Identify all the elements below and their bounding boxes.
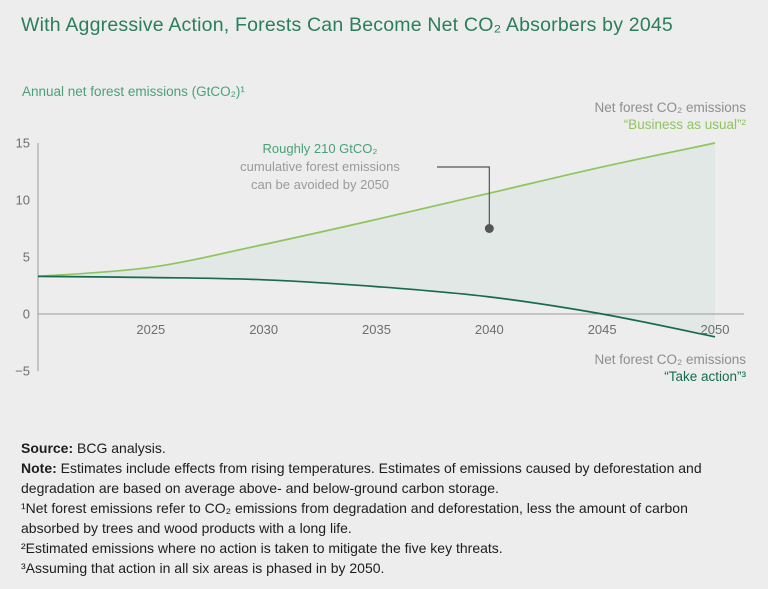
y-tick-label: 0: [23, 307, 30, 322]
y-tick-label: 10: [16, 193, 30, 208]
x-tick-label: 2035: [362, 322, 391, 337]
take-action-label-line1: Net forest CO₂ emissions: [594, 352, 746, 367]
y-tick-label: 15: [16, 136, 30, 151]
business-as-usual-label-line1: Net forest CO₂ emissions: [594, 100, 746, 115]
note-text: Estimates include effects from rising te…: [21, 460, 702, 496]
footnotes: Source: BCG analysis. Note: Estimates in…: [21, 438, 733, 578]
annotation-text-line3: can be avoided by 2050: [250, 177, 390, 192]
take-action-label-line2: “Take action”³: [664, 369, 746, 384]
x-tick-label: 2040: [475, 322, 504, 337]
avoided-emissions-annotation: Roughly 210 GtCO₂ cumulative forest emis…: [203, 140, 437, 194]
area-between-curves: [38, 143, 715, 337]
footnote-2: ²Estimated emissions where no action is …: [21, 540, 503, 556]
x-tick-label: 2045: [588, 322, 617, 337]
note-line: Note: Estimates include effects from ris…: [21, 458, 733, 498]
source-line: Source: BCG analysis.: [21, 438, 733, 458]
y-tick-label: 5: [23, 250, 30, 265]
footnote-3: ³Assuming that action in all six areas i…: [21, 560, 385, 576]
note-label: Note:: [21, 460, 57, 476]
emissions-line-chart: 15 10 5 0 −5 2025 2030 2035 2040 2045 2050: [15, 136, 744, 379]
x-tick-label: 2050: [701, 322, 730, 337]
y-axis-title: Annual net forest emissions (GtCO₂)¹: [22, 84, 245, 99]
business-as-usual-line: [37, 142, 716, 278]
annotation-dot: [484, 224, 494, 233]
annotation-connector: [437, 166, 490, 225]
take-action-line: [37, 275, 716, 338]
x-tick-label: 2025: [136, 322, 165, 337]
take-action-series-label: Net forest CO₂ emissions “Take action”³: [594, 351, 746, 385]
chart-title: With Aggressive Action, Forests Can Beco…: [21, 14, 673, 36]
footnote-1: ¹Net forest emissions refer to CO₂ emiss…: [21, 500, 688, 536]
annotation-headline: Roughly 210 GtCO₂: [262, 141, 378, 156]
business-as-usual-series-label: Net forest CO₂ emissions “Business as us…: [594, 99, 746, 133]
y-tick-label: −5: [15, 364, 30, 379]
source-text: BCG analysis.: [73, 440, 166, 456]
x-tick-label: 2030: [249, 322, 278, 337]
source-label: Source:: [21, 440, 74, 456]
business-as-usual-label-line2: “Business as usual”²: [623, 117, 746, 132]
annotation-text-line2: cumulative forest emissions: [240, 159, 400, 174]
